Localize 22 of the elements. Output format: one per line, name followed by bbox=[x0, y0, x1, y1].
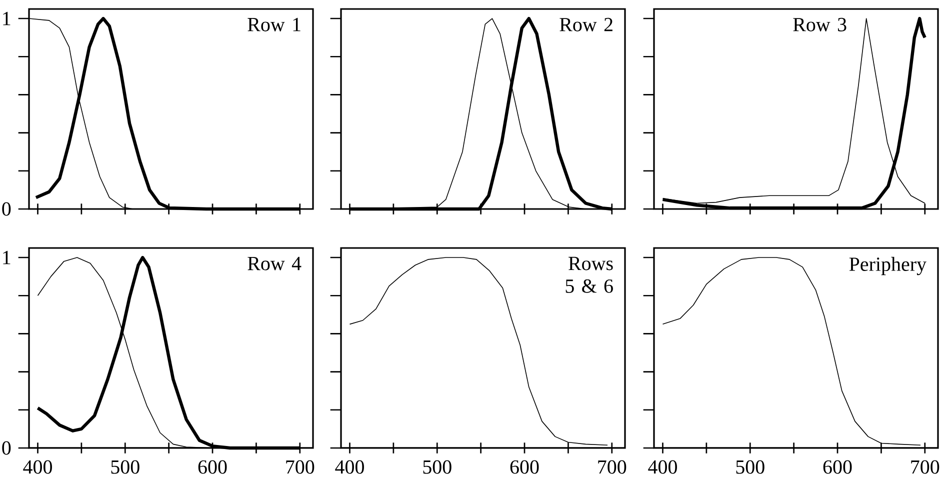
x-tick-label: 400 bbox=[335, 460, 364, 474]
annotation: Rows 5 & 6 bbox=[566, 256, 613, 293]
x-tick-label: 600 bbox=[510, 460, 539, 474]
y-tick-label: 0 bbox=[2, 202, 11, 216]
x-tick-label: 400 bbox=[648, 460, 677, 474]
x-tick-label: 600 bbox=[198, 460, 227, 474]
x-tick-label: 600 bbox=[823, 460, 852, 474]
annotation: Periphery bbox=[849, 256, 926, 276]
annotation: Row 1 bbox=[248, 18, 300, 32]
x-tick-label: 500 bbox=[736, 460, 764, 474]
annotation: Row 3 bbox=[793, 18, 846, 32]
x-tick-label: 500 bbox=[423, 460, 452, 474]
x-tick-label: 700 bbox=[911, 460, 940, 474]
y-tick-label: 1 bbox=[3, 250, 10, 264]
x-tick-label: 700 bbox=[598, 460, 626, 474]
x-tick-label: 700 bbox=[286, 460, 314, 474]
annotation: Row 4 bbox=[248, 256, 302, 270]
x-tick-label: 400 bbox=[23, 460, 52, 474]
annotation: Row 2 bbox=[560, 18, 612, 32]
x-tick-label: 500 bbox=[111, 460, 140, 474]
y-tick-label: 0 bbox=[2, 441, 11, 455]
y-tick-label: 1 bbox=[3, 12, 10, 26]
